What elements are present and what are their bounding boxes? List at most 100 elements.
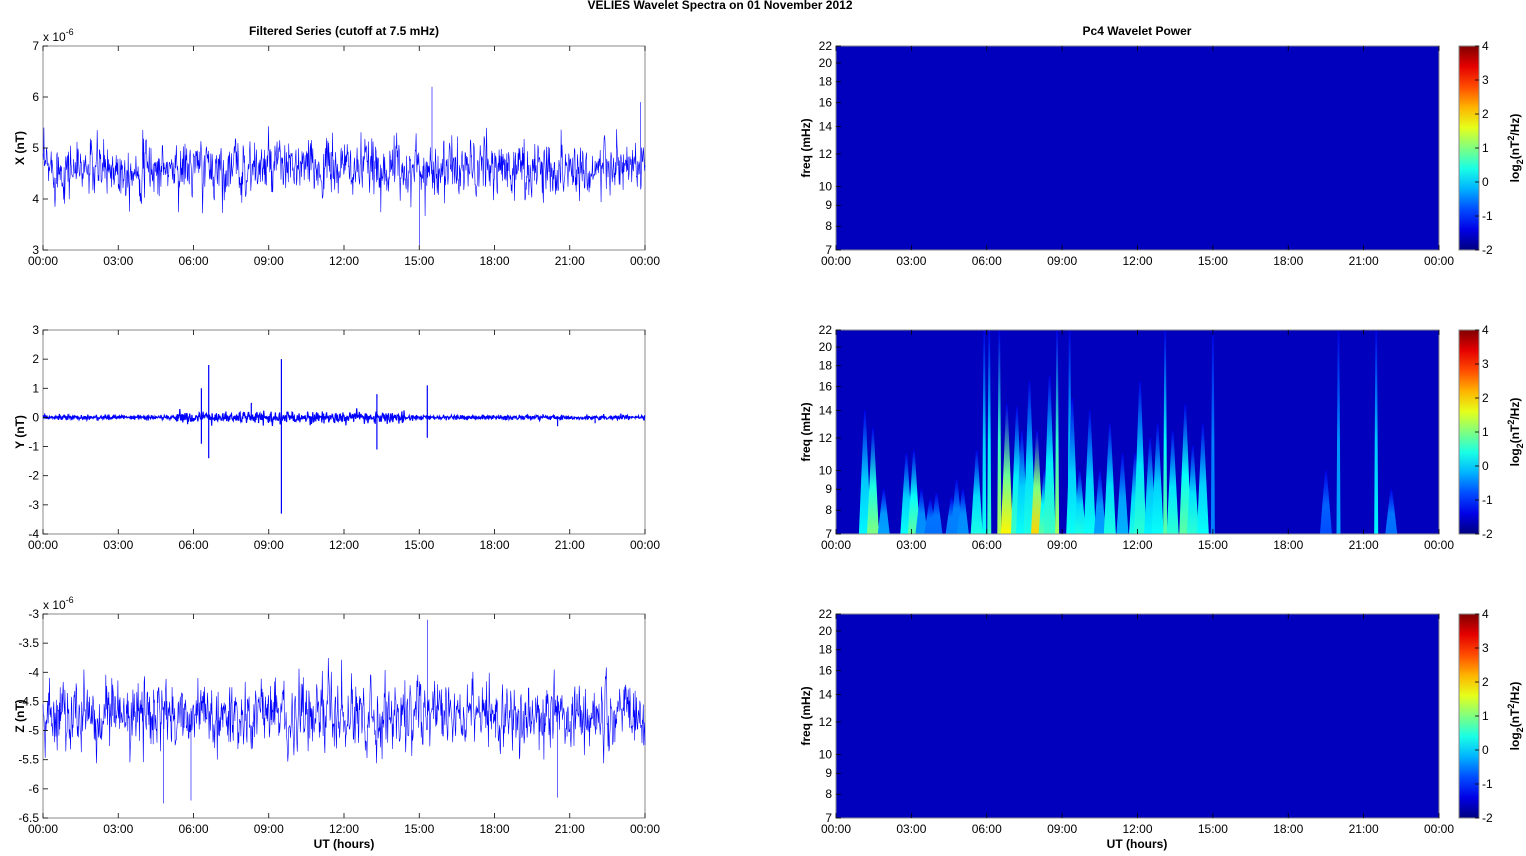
ts-z-x-tick-label: 00:00 (630, 822, 660, 836)
spec-y-y-tick-label: 14 (819, 404, 833, 418)
spec-x-y-tick-label: 18 (819, 75, 833, 89)
wavelet-power-burst (1186, 445, 1199, 534)
ts-z-axes (42, 613, 646, 819)
colorbar-tick-label: 0 (1482, 459, 1489, 473)
ts-y-x-tick-label: 12:00 (329, 538, 359, 552)
ts-y-y-tick-label: 2 (32, 352, 39, 366)
wavelet-power-burst (1093, 470, 1106, 534)
ts-z-y-tick-label: -4.5 (18, 694, 39, 708)
ts-x-y-tick-label: 7 (32, 39, 39, 53)
colorbar-tick-label: 2 (1482, 107, 1489, 121)
spec-z-x-tick-label: 03:00 (896, 822, 926, 836)
ts-z-x-tick-label: 21:00 (555, 822, 585, 836)
spec-y-y-tick-label: 10 (819, 463, 833, 477)
wavelet-power-burst (997, 330, 1002, 534)
spec-y-y-tick-label: 16 (819, 380, 833, 394)
spec-z-y-tick-label: 7 (825, 811, 832, 825)
spec-z-y-tick-label: 20 (819, 624, 833, 638)
ts-y-line (42, 359, 646, 514)
colorbar-tick-label: -2 (1482, 811, 1493, 825)
wavelet-power-burst (1163, 330, 1168, 534)
ts-y-y-tick-label: -2 (28, 469, 39, 483)
colorbar-label: log2(nT2/Hz) (1506, 114, 1525, 183)
ts-z-y-tick-label: -3.5 (18, 636, 39, 650)
ts-x-x-tick-label: 21:00 (555, 254, 585, 268)
colorbar-tick-label: -1 (1482, 209, 1493, 223)
spec-y-y-tick-label: 20 (819, 340, 833, 354)
colorbar-label: log2(nT2/Hz) (1506, 682, 1525, 751)
ts-x-x-tick-label: 00:00 (630, 254, 660, 268)
spec-y-x-tick-label: 03:00 (896, 538, 926, 552)
spec-x-y-label: freq (mHz) (799, 118, 813, 177)
ts-y-x-tick-label: 00:00 (630, 538, 660, 552)
spec-x-x-tick-label: 09:00 (1047, 254, 1077, 268)
ts-y-y-tick-label: 0 (32, 410, 39, 424)
spec-x-y-tick-label: 20 (819, 56, 833, 70)
colorbar-tick-label: 0 (1482, 743, 1489, 757)
colorbar-tick-label: -1 (1482, 777, 1493, 791)
wavelet-power-burst (877, 489, 890, 534)
wavelet-power-burst (1210, 330, 1215, 534)
ts-y-y-tick-label: -1 (28, 440, 39, 454)
figure-title: VELIES Wavelet Spectra on 01 November 20… (587, 0, 852, 12)
spec-y-y-tick-label: 9 (825, 482, 832, 496)
ts-x-x-tick-label: 12:00 (329, 254, 359, 268)
ts-z-x-tick-label: 15:00 (404, 822, 434, 836)
spec-z-background (836, 614, 1439, 818)
colorbar-tick-label: 2 (1482, 391, 1489, 405)
ts-x-y-label: X (nT) (13, 131, 27, 165)
spec-x-x-tick-label: 00:00 (1424, 254, 1454, 268)
wavelet-power-burst (1134, 381, 1147, 534)
ts-x-y-tick-label: 6 (32, 90, 39, 104)
ts-x-x-tick-label: 06:00 (178, 254, 208, 268)
spec-z-x-tick-label: 00:00 (821, 822, 851, 836)
ts-x-x-tick-label: 18:00 (479, 254, 509, 268)
ts-x-y-tick-label: 5 (32, 141, 39, 155)
spec-x-y-tick-label: 22 (819, 39, 833, 53)
exponent-power: -6 (66, 595, 74, 605)
spec-z-y-tick-label: 14 (819, 688, 833, 702)
colorbar-tick-label: 0 (1482, 175, 1489, 189)
ts-z-x-tick-label: 09:00 (254, 822, 284, 836)
spec-x-x-tick-label: 03:00 (896, 254, 926, 268)
ts-x-axes (42, 45, 646, 251)
ts-y-x-tick-label: 21:00 (555, 538, 585, 552)
colorbar-tick-label: 3 (1482, 73, 1489, 87)
colorbar-tick-label: -2 (1482, 527, 1493, 541)
ts-z-y-tick-label: -3 (28, 607, 39, 621)
ts-z-exponent: x 10-6 (43, 595, 74, 612)
wavelet-power-burst (1179, 404, 1192, 534)
wavelet-power-burst (1319, 470, 1332, 534)
spec-x-x-tick-label: 12:00 (1122, 254, 1152, 268)
ts-x-x-tick-label: 15:00 (404, 254, 434, 268)
ts-z-x-tick-label: 03:00 (103, 822, 133, 836)
ts-x-y-tick-label: 4 (32, 192, 39, 206)
ts-y-x-tick-label: 09:00 (254, 538, 284, 552)
spec-y-x-tick-label: 00:00 (1424, 538, 1454, 552)
spec-y-y-label: freq (mHz) (799, 402, 813, 461)
spec-z-x-tick-label: 12:00 (1122, 822, 1152, 836)
spec-x-x-tick-label: 06:00 (972, 254, 1002, 268)
ts-y-x-tick-label: 18:00 (479, 538, 509, 552)
ts-x-line (42, 86, 646, 245)
spec-y-x-tick-label: 06:00 (972, 538, 1002, 552)
wavelet-power-burst (1336, 330, 1341, 534)
ts-y-x-tick-label: 15:00 (404, 538, 434, 552)
ts-x-exponent: x 10-6 (43, 27, 74, 44)
ts-z-y-tick-label: -5.5 (18, 753, 39, 767)
spec-x-y-tick-label: 8 (825, 219, 832, 233)
ts-z-x-tick-label: 00:00 (28, 822, 58, 836)
ts-y-x-tick-label: 00:00 (28, 538, 58, 552)
spec-z-y-tick-label: 10 (819, 747, 833, 761)
wavelet-power-burst (1073, 470, 1086, 534)
ts-y-x-tick-label: 06:00 (178, 538, 208, 552)
spec-x-y-tick-label: 7 (825, 243, 832, 257)
wavelet-power-burst (907, 450, 920, 534)
wavelet-power-burst (1374, 330, 1379, 534)
wavelet-power-burst (1385, 489, 1398, 534)
spec-z-x-tick-label: 15:00 (1198, 822, 1228, 836)
wavelet-power-burst (1000, 404, 1013, 534)
spec-x-x-tick-label: 15:00 (1198, 254, 1228, 268)
ts-z-x-tick-label: 18:00 (479, 822, 509, 836)
spec-x-y-tick-label: 12 (819, 147, 833, 161)
